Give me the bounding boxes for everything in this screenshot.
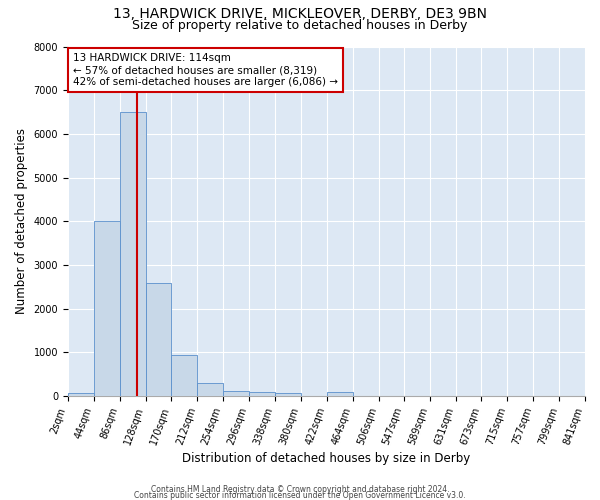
Bar	[68, 393, 94, 396]
Bar	[172, 354, 197, 396]
Y-axis label: Number of detached properties: Number of detached properties	[15, 128, 28, 314]
Text: Contains HM Land Registry data © Crown copyright and database right 2024.: Contains HM Land Registry data © Crown c…	[151, 485, 449, 494]
Text: Size of property relative to detached houses in Derby: Size of property relative to detached ho…	[133, 19, 467, 32]
Bar	[146, 282, 172, 396]
Bar	[197, 383, 223, 396]
X-axis label: Distribution of detached houses by size in Derby: Distribution of detached houses by size …	[182, 452, 470, 465]
Bar	[94, 222, 119, 396]
Text: 13, HARDWICK DRIVE, MICKLEOVER, DERBY, DE3 9BN: 13, HARDWICK DRIVE, MICKLEOVER, DERBY, D…	[113, 8, 487, 22]
Bar	[275, 392, 301, 396]
Bar	[223, 391, 249, 396]
Bar	[119, 112, 146, 396]
Text: Contains public sector information licensed under the Open Government Licence v3: Contains public sector information licen…	[134, 491, 466, 500]
Bar	[327, 392, 353, 396]
Bar	[249, 392, 275, 396]
Text: 13 HARDWICK DRIVE: 114sqm
← 57% of detached houses are smaller (8,319)
42% of se: 13 HARDWICK DRIVE: 114sqm ← 57% of detac…	[73, 54, 338, 86]
